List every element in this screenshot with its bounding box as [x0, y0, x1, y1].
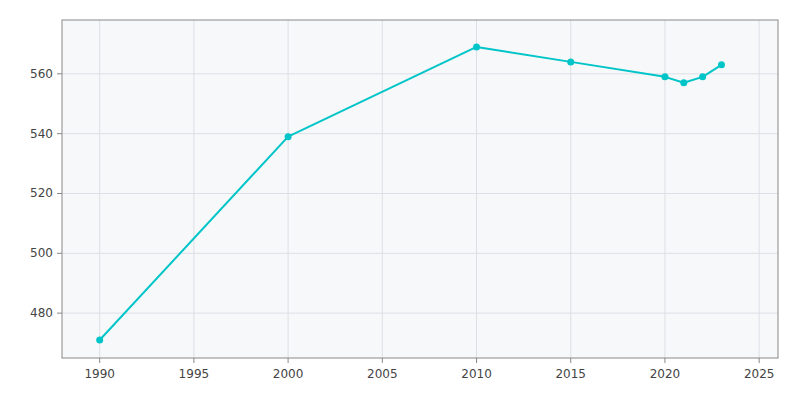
x-tick-label: 2020 [650, 367, 681, 381]
x-tick [99, 358, 100, 363]
x-tick-label: 2015 [555, 367, 586, 381]
y-grid-line [62, 193, 778, 194]
y-tick-label: 520 [30, 186, 53, 200]
y-tick-label: 540 [30, 127, 53, 141]
point [285, 133, 292, 140]
plot-frame [62, 20, 778, 358]
grid [62, 20, 778, 358]
x-tick-label: 2005 [367, 367, 398, 381]
chart-container: 1990 1995 2000 2005 2010 2015 2020 2025 480 500 52… [0, 0, 800, 400]
x-grid-line [664, 20, 665, 358]
x-grid-line [288, 20, 289, 358]
chart: 1990 1995 2000 2005 2010 2015 2020 2025 480 500 52… [0, 0, 800, 400]
x-tick-label: 1995 [179, 367, 210, 381]
y-tick [57, 133, 62, 134]
axes: 1990 1995 2000 2005 2010 2015 2020 2025 480 500 52… [30, 67, 774, 381]
y-tick [57, 193, 62, 194]
x-tick [288, 358, 289, 363]
x-tick-label: 2025 [744, 367, 775, 381]
point [661, 73, 668, 80]
x-grid-line [99, 20, 100, 358]
point [567, 58, 574, 65]
series [96, 43, 725, 343]
line [100, 47, 722, 340]
x-tick [193, 358, 194, 363]
x-tick [759, 358, 760, 363]
y-tick [57, 253, 62, 254]
x-tick-label: 1990 [84, 367, 115, 381]
plot-background [62, 20, 778, 358]
x-tick [476, 358, 477, 363]
y-grid-line [62, 133, 778, 134]
x-tick-label: 2000 [273, 367, 304, 381]
point [473, 43, 480, 50]
x-tick [570, 358, 571, 363]
y-tick [57, 73, 62, 74]
point [699, 73, 706, 80]
x-grid-line [193, 20, 194, 358]
x-grid-line [476, 20, 477, 358]
x-tick-label: 2010 [461, 367, 492, 381]
y-tick [57, 313, 62, 314]
x-tick [382, 358, 383, 363]
y-grid-line [62, 313, 778, 314]
point [96, 337, 103, 344]
y-grid-line [62, 253, 778, 254]
y-tick-label: 500 [30, 246, 53, 260]
point [718, 61, 725, 68]
point [680, 79, 687, 86]
x-grid-line [570, 20, 571, 358]
x-tick [664, 358, 665, 363]
y-tick-label: 480 [30, 306, 53, 320]
x-grid-line [382, 20, 383, 358]
y-tick-label: 560 [30, 67, 53, 81]
x-grid-line [759, 20, 760, 358]
